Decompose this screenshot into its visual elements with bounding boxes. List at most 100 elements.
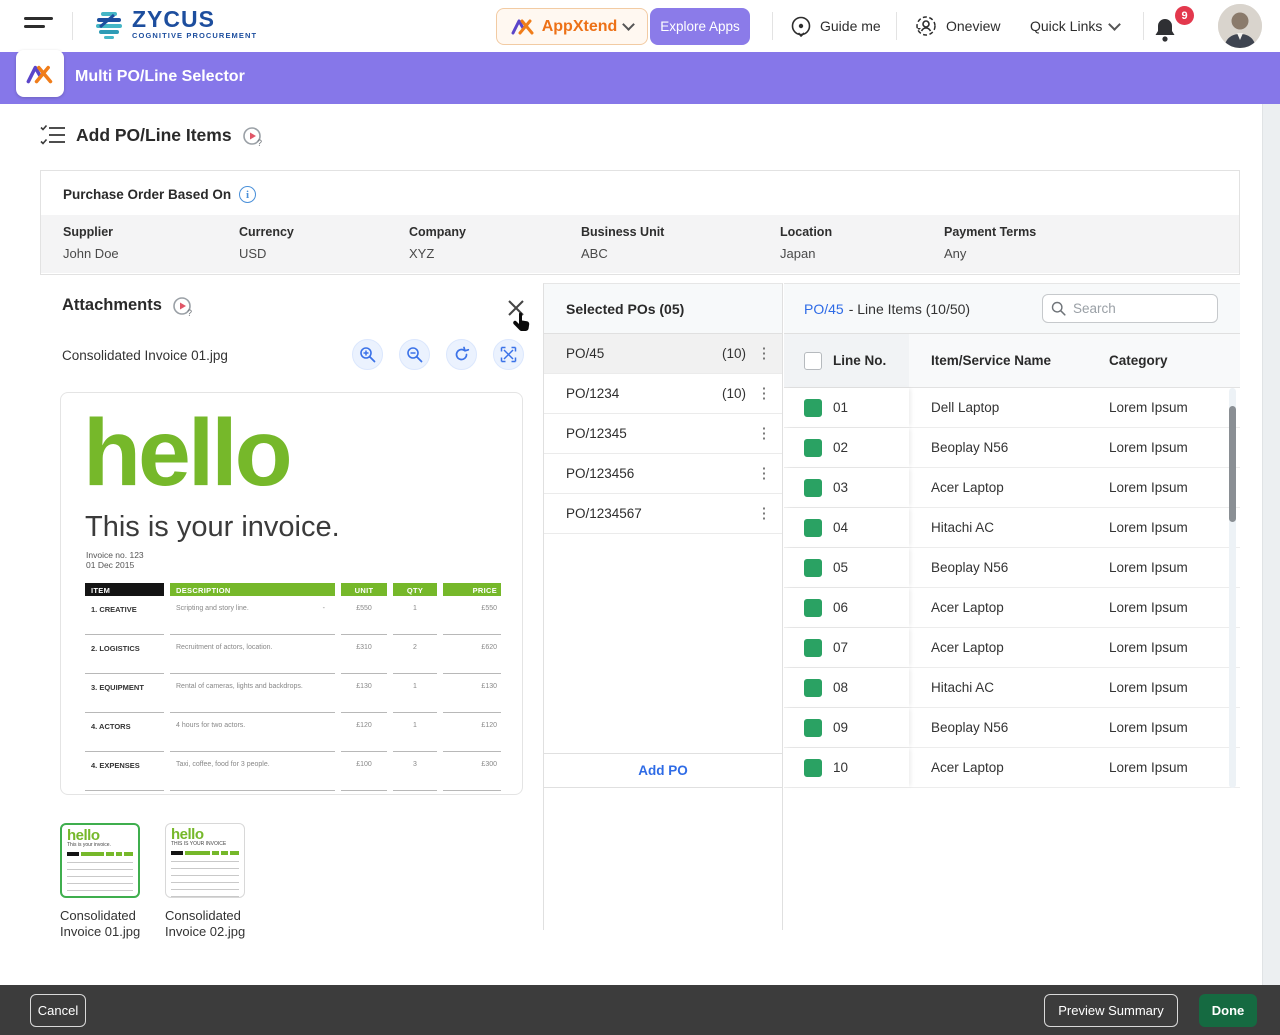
line-checkbox[interactable]	[804, 718, 822, 737]
invoice-row: 2. LOGISTICS Recruitment of actors, loca…	[85, 635, 505, 674]
add-po-button[interactable]: Add PO	[544, 753, 782, 788]
attachment-filename: Consolidated Invoice 01.jpg	[62, 348, 228, 363]
line-checkbox[interactable]	[804, 758, 822, 777]
table-scrollbar-track[interactable]	[1229, 388, 1236, 788]
invoice-table-header: ITEM DESCRIPTION UNIT QTY PRICE	[85, 583, 505, 596]
line-checkbox[interactable]	[804, 638, 822, 657]
line-item-row[interactable]: 03 Acer Laptop Lorem Ipsum	[784, 468, 1240, 508]
select-all-checkbox[interactable]	[804, 351, 822, 370]
attachment-thumbnail[interactable]: hello THIS IS YOUR INVOICE	[165, 823, 245, 898]
kebab-menu-icon[interactable]: ⋮	[756, 344, 772, 362]
line-checkbox[interactable]	[804, 558, 822, 577]
line-item-row[interactable]: 07 Acer Laptop Lorem Ipsum	[784, 628, 1240, 668]
help-video-icon[interactable]: ?	[172, 296, 192, 318]
item-service-name: Acer Laptop	[931, 640, 1004, 655]
item-category: Lorem Ipsum	[1109, 600, 1188, 615]
item-category: Lorem Ipsum	[1109, 640, 1188, 655]
line-checkbox[interactable]	[804, 478, 822, 497]
expand-icon[interactable]	[493, 339, 524, 370]
item-category: Lorem Ipsum	[1109, 440, 1188, 455]
po-list-item[interactable]: PO/12345 ⋮	[544, 414, 782, 454]
po-list-item[interactable]: PO/1234 (10) ⋮	[544, 374, 782, 414]
po-based-on-title: Purchase Order Based On	[63, 187, 232, 202]
invoice-table: ITEM DESCRIPTION UNIT QTY PRICE 1. CREAT…	[85, 583, 505, 791]
line-item-row[interactable]: 04 Hitachi AC Lorem Ipsum	[784, 508, 1240, 548]
po-field-label: Company	[409, 225, 466, 239]
line-no: 09	[833, 720, 849, 735]
item-category: Lorem Ipsum	[1109, 480, 1188, 495]
oneview-button[interactable]: Oneview	[914, 0, 1000, 52]
kebab-menu-icon[interactable]: ⋮	[756, 464, 772, 482]
svg-text:?: ?	[257, 138, 262, 148]
oneview-icon	[916, 16, 936, 36]
zoom-out-icon[interactable]	[399, 339, 430, 370]
done-button[interactable]: Done	[1199, 994, 1257, 1027]
line-checkbox[interactable]	[804, 598, 822, 617]
feedback-check-icon[interactable]	[1242, 118, 1264, 140]
divider	[1143, 12, 1144, 40]
invoice-row: 4. ACTORS 4 hours for two actors. £120 1…	[85, 713, 505, 752]
hamburger-menu-icon[interactable]	[24, 17, 54, 35]
line-checkbox[interactable]	[804, 518, 822, 537]
po-field: Location Japan	[780, 225, 944, 273]
purchase-order-based-on-box: Purchase Order Based On i Supplier John …	[40, 170, 1240, 275]
po-list-item[interactable]: PO/45 (10) ⋮	[544, 334, 782, 374]
po-line-count: (10)	[721, 386, 746, 401]
invoice-number: Invoice no. 123	[86, 550, 144, 560]
attachments-header: Attachments ?	[62, 296, 192, 318]
po-name: PO/12345	[566, 426, 627, 441]
invoice-date: 01 Dec 2015	[86, 559, 135, 570]
line-checkbox[interactable]	[804, 678, 822, 697]
notifications-button[interactable]: 9	[1152, 6, 1194, 46]
kebab-menu-icon[interactable]: ⋮	[756, 424, 772, 442]
line-item-row[interactable]: 01 Dell Laptop Lorem Ipsum	[784, 388, 1240, 428]
line-item-row[interactable]: 08 Hitachi AC Lorem Ipsum	[784, 668, 1240, 708]
app-tile[interactable]	[16, 50, 64, 97]
po-number-link[interactable]: PO/45	[804, 300, 844, 317]
po-field-value: ABC	[581, 246, 608, 261]
search-input[interactable]	[1073, 301, 1193, 316]
help-video-icon[interactable]: ?	[242, 126, 262, 148]
selected-pos-title: Selected POs (05)	[544, 284, 782, 334]
line-no: 02	[833, 440, 849, 455]
info-icon[interactable]: i	[239, 186, 257, 203]
cancel-button[interactable]: Cancel	[30, 994, 86, 1027]
appxtend-dropdown[interactable]: AppXtend	[496, 8, 648, 45]
kebab-menu-icon[interactable]: ⋮	[756, 384, 772, 402]
preview-summary-button[interactable]: Preview Summary	[1044, 994, 1178, 1027]
chevron-down-icon	[622, 18, 636, 31]
explore-apps-button[interactable]: Explore Apps	[650, 8, 750, 45]
line-item-row[interactable]: 05 Beoplay N56 Lorem Ipsum	[784, 548, 1240, 588]
line-items-panel: PO/45 - Line Items (10/50) Line No. Item…	[784, 283, 1240, 788]
item-category: Lorem Ipsum	[1109, 720, 1188, 735]
zoom-in-icon[interactable]	[352, 339, 383, 370]
invoice-row: 3. EQUIPMENT Rental of cameras, lights a…	[85, 674, 505, 713]
page-scrollbar-track[interactable]	[1262, 104, 1280, 985]
line-no: 01	[833, 400, 849, 415]
attachment-thumbnail[interactable]: hello This is your invoice.	[60, 823, 140, 898]
line-item-row[interactable]: 06 Acer Laptop Lorem Ipsum	[784, 588, 1240, 628]
guide-me-label: Guide me	[820, 18, 881, 34]
guide-me-button[interactable]: Guide me	[790, 0, 881, 52]
po-field-value: Any	[944, 246, 967, 261]
rotate-icon[interactable]	[446, 339, 477, 370]
item-service-name: Dell Laptop	[931, 400, 1000, 415]
invoice-row: 1. CREATIVE Scripting and story line. - £…	[85, 596, 505, 635]
line-checkbox[interactable]	[804, 438, 822, 457]
po-field: Company XYZ	[409, 225, 581, 273]
kebab-menu-icon[interactable]: ⋮	[756, 504, 772, 522]
selected-pos-panel: Selected POs (05) PO/45 (10) ⋮ PO/1234 (…	[543, 283, 783, 930]
table-scrollbar-thumb[interactable]	[1229, 406, 1236, 522]
user-avatar[interactable]	[1218, 4, 1262, 48]
po-list-item[interactable]: PO/1234567 ⋮	[544, 494, 782, 534]
line-item-row[interactable]: 09 Beoplay N56 Lorem Ipsum	[784, 708, 1240, 748]
line-item-row[interactable]: 10 Acer Laptop Lorem Ipsum	[784, 748, 1240, 788]
po-list-item[interactable]: PO/123456 ⋮	[544, 454, 782, 494]
quick-links-dropdown[interactable]: Quick Links	[1030, 0, 1122, 52]
po-field: Business Unit ABC	[581, 225, 780, 273]
close-icon[interactable]	[506, 298, 526, 318]
line-item-row[interactable]: 02 Beoplay N56 Lorem Ipsum	[784, 428, 1240, 468]
invoice-row: 4. EXPENSES Taxi, coffee, food for 3 peo…	[85, 752, 505, 791]
line-checkbox[interactable]	[804, 398, 822, 417]
zycus-logo: ZYCUS COGNITIVE PROCUREMENT	[92, 7, 257, 41]
